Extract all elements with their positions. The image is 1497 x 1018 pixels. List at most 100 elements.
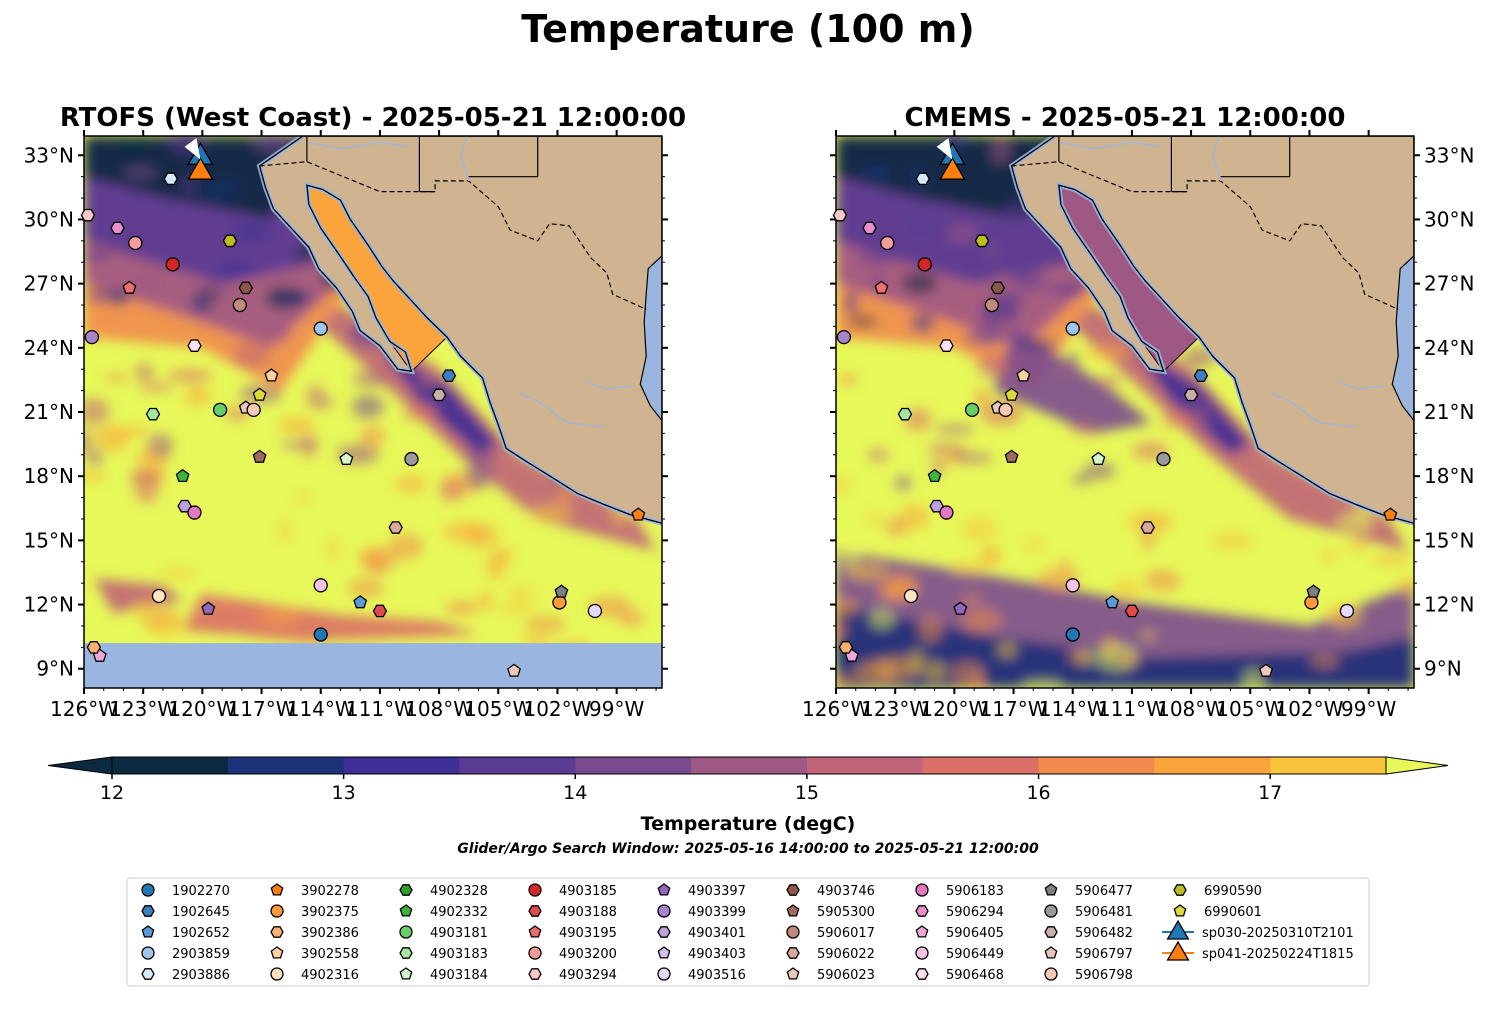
float-5906183	[939, 505, 954, 520]
x-tick-label: 99°W	[1341, 697, 1396, 721]
x-tick-label: 120°W	[168, 697, 236, 721]
float-5906449	[1065, 578, 1080, 593]
y-tick-label: 9°N	[1424, 657, 1462, 681]
legend-label: 5905300	[817, 905, 875, 920]
legend-label: 4903195	[559, 926, 617, 941]
legend-marker-5906481	[1044, 904, 1058, 918]
colorbar-extend-high	[1385, 756, 1449, 775]
glider-sp041-20250224T1815	[939, 156, 966, 180]
legend-marker-4903183	[399, 947, 413, 959]
legend-marker-2903859	[141, 946, 155, 960]
river	[1212, 136, 1222, 182]
float-5906481	[1156, 451, 1171, 467]
legend-label: 2903859	[172, 947, 230, 962]
float-4903188	[372, 604, 388, 618]
float-1902652	[1105, 595, 1120, 609]
float-4903294	[80, 208, 96, 222]
float-4903181	[212, 402, 228, 418]
y-tick-label: 21°N	[1424, 400, 1474, 424]
float-4903397	[201, 601, 216, 615]
glider-sp041-20250224T1815	[187, 156, 214, 180]
float-6990590	[222, 234, 238, 248]
x-tick-label: 123°W	[861, 697, 929, 721]
legend-marker-sp041-20250224T1815	[1166, 940, 1190, 961]
colorbar-segment	[459, 757, 576, 774]
float-4902316	[151, 588, 167, 604]
colorbar-segment	[691, 757, 808, 774]
float-3902558	[1016, 368, 1031, 382]
float-3902375	[552, 595, 567, 610]
float-4902332	[927, 468, 942, 483]
legend-label: 4903183	[430, 947, 488, 962]
no-data-band-rtofs	[84, 643, 662, 688]
float-2903886	[163, 172, 179, 186]
legend-marker-3902558	[270, 946, 284, 959]
legend-marker-4903746	[786, 884, 800, 896]
legend-marker-5906468	[915, 968, 929, 980]
legend-marker-5906449	[915, 946, 929, 960]
float-4903188	[1124, 604, 1140, 618]
y-tick-label: 30°N	[24, 207, 74, 231]
legend-label: 4903403	[688, 947, 746, 962]
float-4903181	[964, 402, 980, 418]
float-5906294	[110, 221, 125, 235]
float-5906482	[1183, 388, 1199, 402]
legend-label: 4903401	[688, 926, 746, 941]
legend-label: 4903746	[817, 884, 875, 899]
float-4903399	[84, 329, 100, 345]
float-4903746	[238, 281, 254, 295]
gulf-of-mexico	[639, 254, 662, 422]
legend-marker-5906183	[915, 883, 929, 897]
colorbar-segment	[1154, 757, 1271, 774]
x-tick-label: 117°W	[228, 697, 296, 721]
legend-marker-4903397	[657, 883, 671, 896]
legend-label: 4903185	[559, 884, 617, 899]
colorbar-segment	[343, 757, 460, 774]
float-5906481	[404, 451, 419, 467]
colorbar: 12 13 14 15 16 17	[47, 756, 1449, 804]
x-tick-label: 126°W	[50, 697, 118, 721]
legend-label: 4902328	[430, 884, 488, 899]
figure-title: Temperature (100 m)	[521, 7, 974, 51]
float-1902645	[441, 369, 457, 382]
float-5906183	[187, 505, 202, 520]
float-4903746	[990, 281, 1006, 295]
legend-marker-3902375	[270, 904, 284, 918]
y-tick-label: 24°N	[1424, 336, 1474, 360]
float-5906023	[1259, 663, 1273, 677]
legend-label: 6990590	[1204, 884, 1262, 899]
float-5906477	[1306, 584, 1321, 598]
float-3902278	[631, 507, 646, 521]
glider-track	[936, 138, 953, 160]
x-tick-label: 102°W	[523, 697, 591, 721]
float-3902386	[838, 641, 854, 654]
y-tick-label: 30°N	[1424, 207, 1474, 231]
colorbar-label: Temperature (degC)	[641, 813, 856, 835]
legend-label: 5906017	[817, 926, 875, 941]
border-dashed	[1011, 161, 1399, 310]
legend-marker-5906482	[1044, 926, 1058, 938]
legend-label: 1902270	[172, 884, 230, 899]
legend-marker-5906477	[1044, 883, 1058, 896]
coastline	[258, 136, 662, 524]
float-5906022	[388, 521, 403, 534]
float-4903516	[587, 603, 603, 619]
colorbar-tick-label: 16	[1026, 782, 1050, 804]
legend-marker-5906405	[915, 925, 929, 938]
legend-label: sp041-20250224T1815	[1202, 947, 1354, 962]
legend-label: 4902332	[430, 905, 488, 920]
colorbar-segment	[575, 757, 692, 774]
legend-marker-5906017	[786, 925, 800, 939]
legend-label: 5906468	[946, 968, 1004, 983]
legend-marker-5906022	[786, 947, 800, 959]
coastline	[1010, 136, 1414, 524]
float-5906017	[984, 297, 999, 313]
float-1902652	[353, 595, 368, 609]
y-tick-label: 15°N	[1424, 528, 1474, 552]
y-tick-label: 27°N	[24, 272, 74, 296]
float-4903401	[177, 499, 192, 513]
legend-marker-4903185	[528, 883, 542, 897]
legend-label: 5906405	[946, 926, 1004, 941]
colorbar-segment	[922, 757, 1040, 774]
legend-marker-3902386	[270, 926, 284, 938]
